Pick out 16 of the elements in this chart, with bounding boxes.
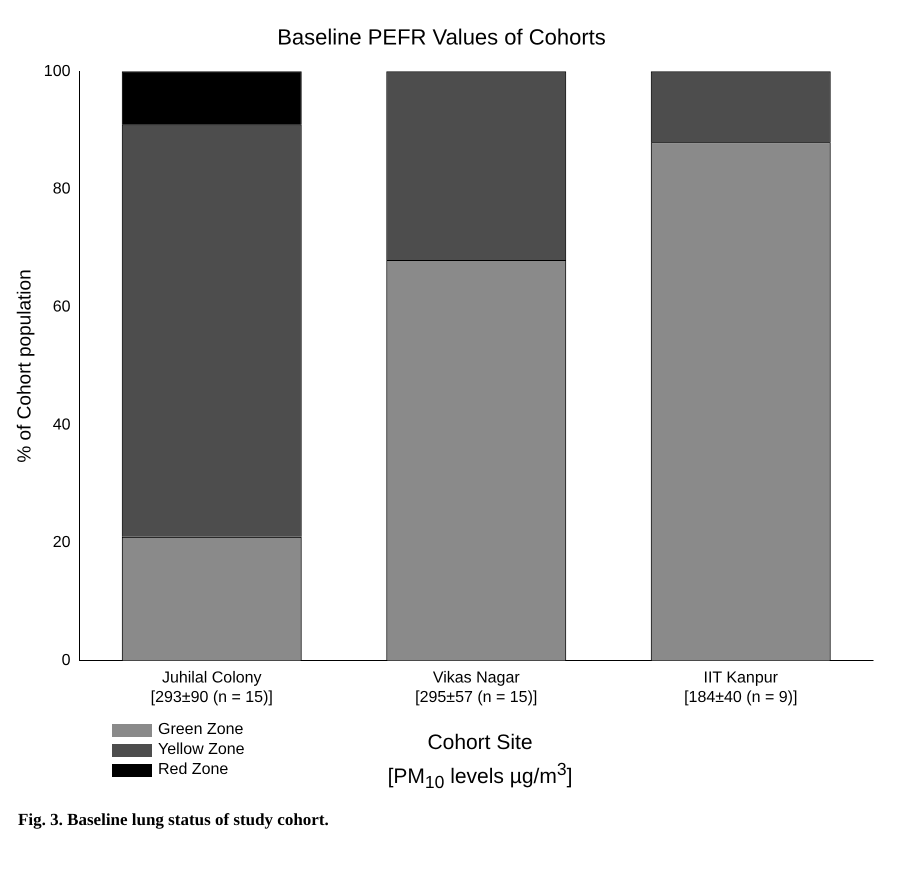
y-tick-label: 40: [52, 416, 71, 434]
y-tick-label: 0: [62, 652, 71, 670]
x-tick-label: Vikas Nagar [295±57 (n = 15)]: [415, 670, 538, 706]
legend-label: Red Zone: [158, 761, 228, 779]
y-tick-label: 60: [52, 298, 71, 316]
y-tick-label: 20: [52, 534, 71, 552]
legend-label: Green Zone: [158, 721, 244, 739]
x-axis-title: Cohort Site [PM$_{10}$ levels µg/m$^{3}$]: [386, 730, 574, 794]
caption: Fig. 3. Baseline lung status of study cohort.: [18, 810, 329, 830]
y-tick-label: 100: [44, 62, 71, 80]
legend-label: Yellow Zone: [158, 741, 245, 759]
y-axis-title: % of Cohort population: [14, 269, 36, 463]
x-tick-label: Juhilal Colony [293±90 (n = 15)]: [150, 670, 273, 706]
y-tick-label: 80: [52, 180, 71, 198]
chart-title: Baseline PEFR Values of Cohorts: [277, 24, 606, 50]
x-tick-label: IIT Kanpur [184±40 (n = 9)]: [684, 670, 798, 706]
